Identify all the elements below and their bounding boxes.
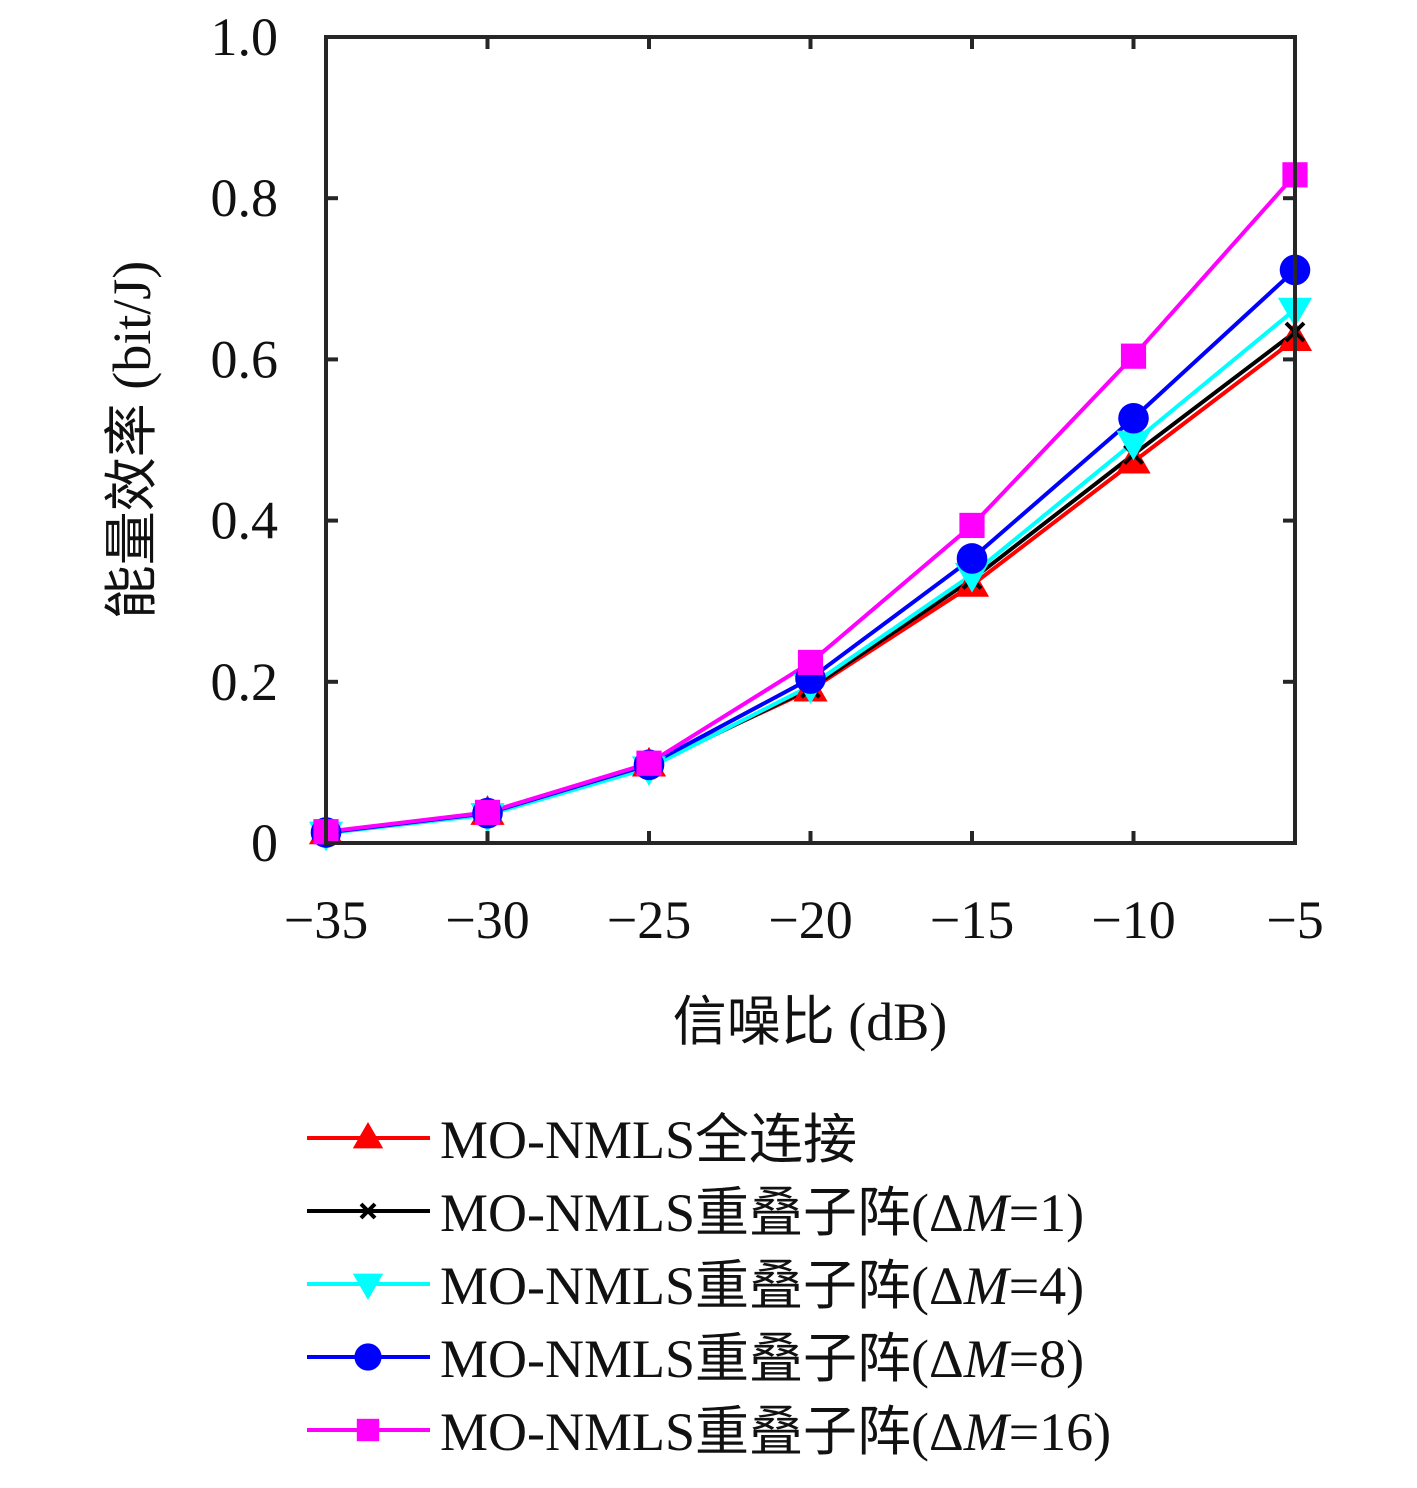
legend-marker xyxy=(352,1273,384,1300)
data-point-3-5 xyxy=(1118,402,1149,434)
y-tick-label: 0.6 xyxy=(211,329,279,389)
y-tick-label: 0.8 xyxy=(211,168,279,228)
data-point-4-2 xyxy=(636,750,662,776)
series-line-3 xyxy=(325,268,1297,835)
legend-marker xyxy=(359,1202,377,1220)
legend-label: MO-NMLS重叠子阵(ΔM=8) xyxy=(440,1329,1084,1389)
legend-label: MO-NMLS全连接 xyxy=(440,1110,857,1170)
x-tick-label: −10 xyxy=(1091,890,1175,950)
legend-label: MO-NMLS重叠子阵(ΔM=4) xyxy=(440,1256,1084,1316)
x-tick-label: −15 xyxy=(930,890,1014,950)
data-point-4-1 xyxy=(474,799,501,825)
data-point-4-5 xyxy=(1120,343,1147,369)
legend-item: MO-NMLS重叠子阵(ΔM=8) xyxy=(307,1329,1084,1389)
x-tick-label: −25 xyxy=(607,890,691,950)
x-tick-label: −30 xyxy=(445,890,529,950)
y-tick-label: 0.2 xyxy=(211,652,279,712)
data-point-3-4 xyxy=(956,543,988,574)
y-tick-label: 0.4 xyxy=(211,491,279,551)
legend: MO-NMLS全连接 MO-NMLS重叠子阵(ΔM=1) MO-NMLS重叠子阵(Δ… xyxy=(307,1110,1111,1462)
y-tick-label: 1.0 xyxy=(211,7,279,67)
data-point-2-5 xyxy=(1116,430,1151,461)
x-ticks: −35 −30 −25 −20 −15 −10 −5 xyxy=(284,37,1324,950)
data-point-4-3 xyxy=(797,649,824,676)
plot-markers xyxy=(308,162,1313,852)
x-tick-label: −35 xyxy=(284,890,368,950)
legend-item: MO-NMLS重叠子阵(ΔM=16) xyxy=(307,1402,1111,1462)
x-tick-label: −20 xyxy=(768,890,852,950)
y-axis-title: 能量效率 (bit/J) xyxy=(102,261,162,620)
legend-label: MO-NMLS重叠子阵(ΔM=16) xyxy=(440,1402,1111,1462)
series-line-4 xyxy=(325,173,1297,834)
x-tick-label: −5 xyxy=(1266,890,1323,950)
series-line-2 xyxy=(325,307,1297,836)
y-ticks: 0 0.2 0.4 0.6 0.8 1.0 xyxy=(211,7,1295,873)
series-line-1 xyxy=(325,330,1297,835)
data-point-4-4 xyxy=(959,512,985,539)
x-axis-title: 信噪比 (dB) xyxy=(673,992,947,1052)
series-line-0 xyxy=(325,337,1297,835)
y-tick-label: 0 xyxy=(251,813,278,873)
legend-item: MO-NMLS全连接 xyxy=(307,1110,857,1170)
legend-label: MO-NMLS重叠子阵(ΔM=1) xyxy=(440,1183,1084,1243)
legend-item: MO-NMLS重叠子阵(ΔM=1) xyxy=(307,1183,1084,1243)
legend-item: MO-NMLS重叠子阵(ΔM=4) xyxy=(307,1256,1084,1316)
plot-lines xyxy=(325,173,1297,836)
legend-marker xyxy=(354,1343,382,1371)
legend-marker xyxy=(352,1122,384,1149)
legend-marker xyxy=(356,1418,380,1442)
